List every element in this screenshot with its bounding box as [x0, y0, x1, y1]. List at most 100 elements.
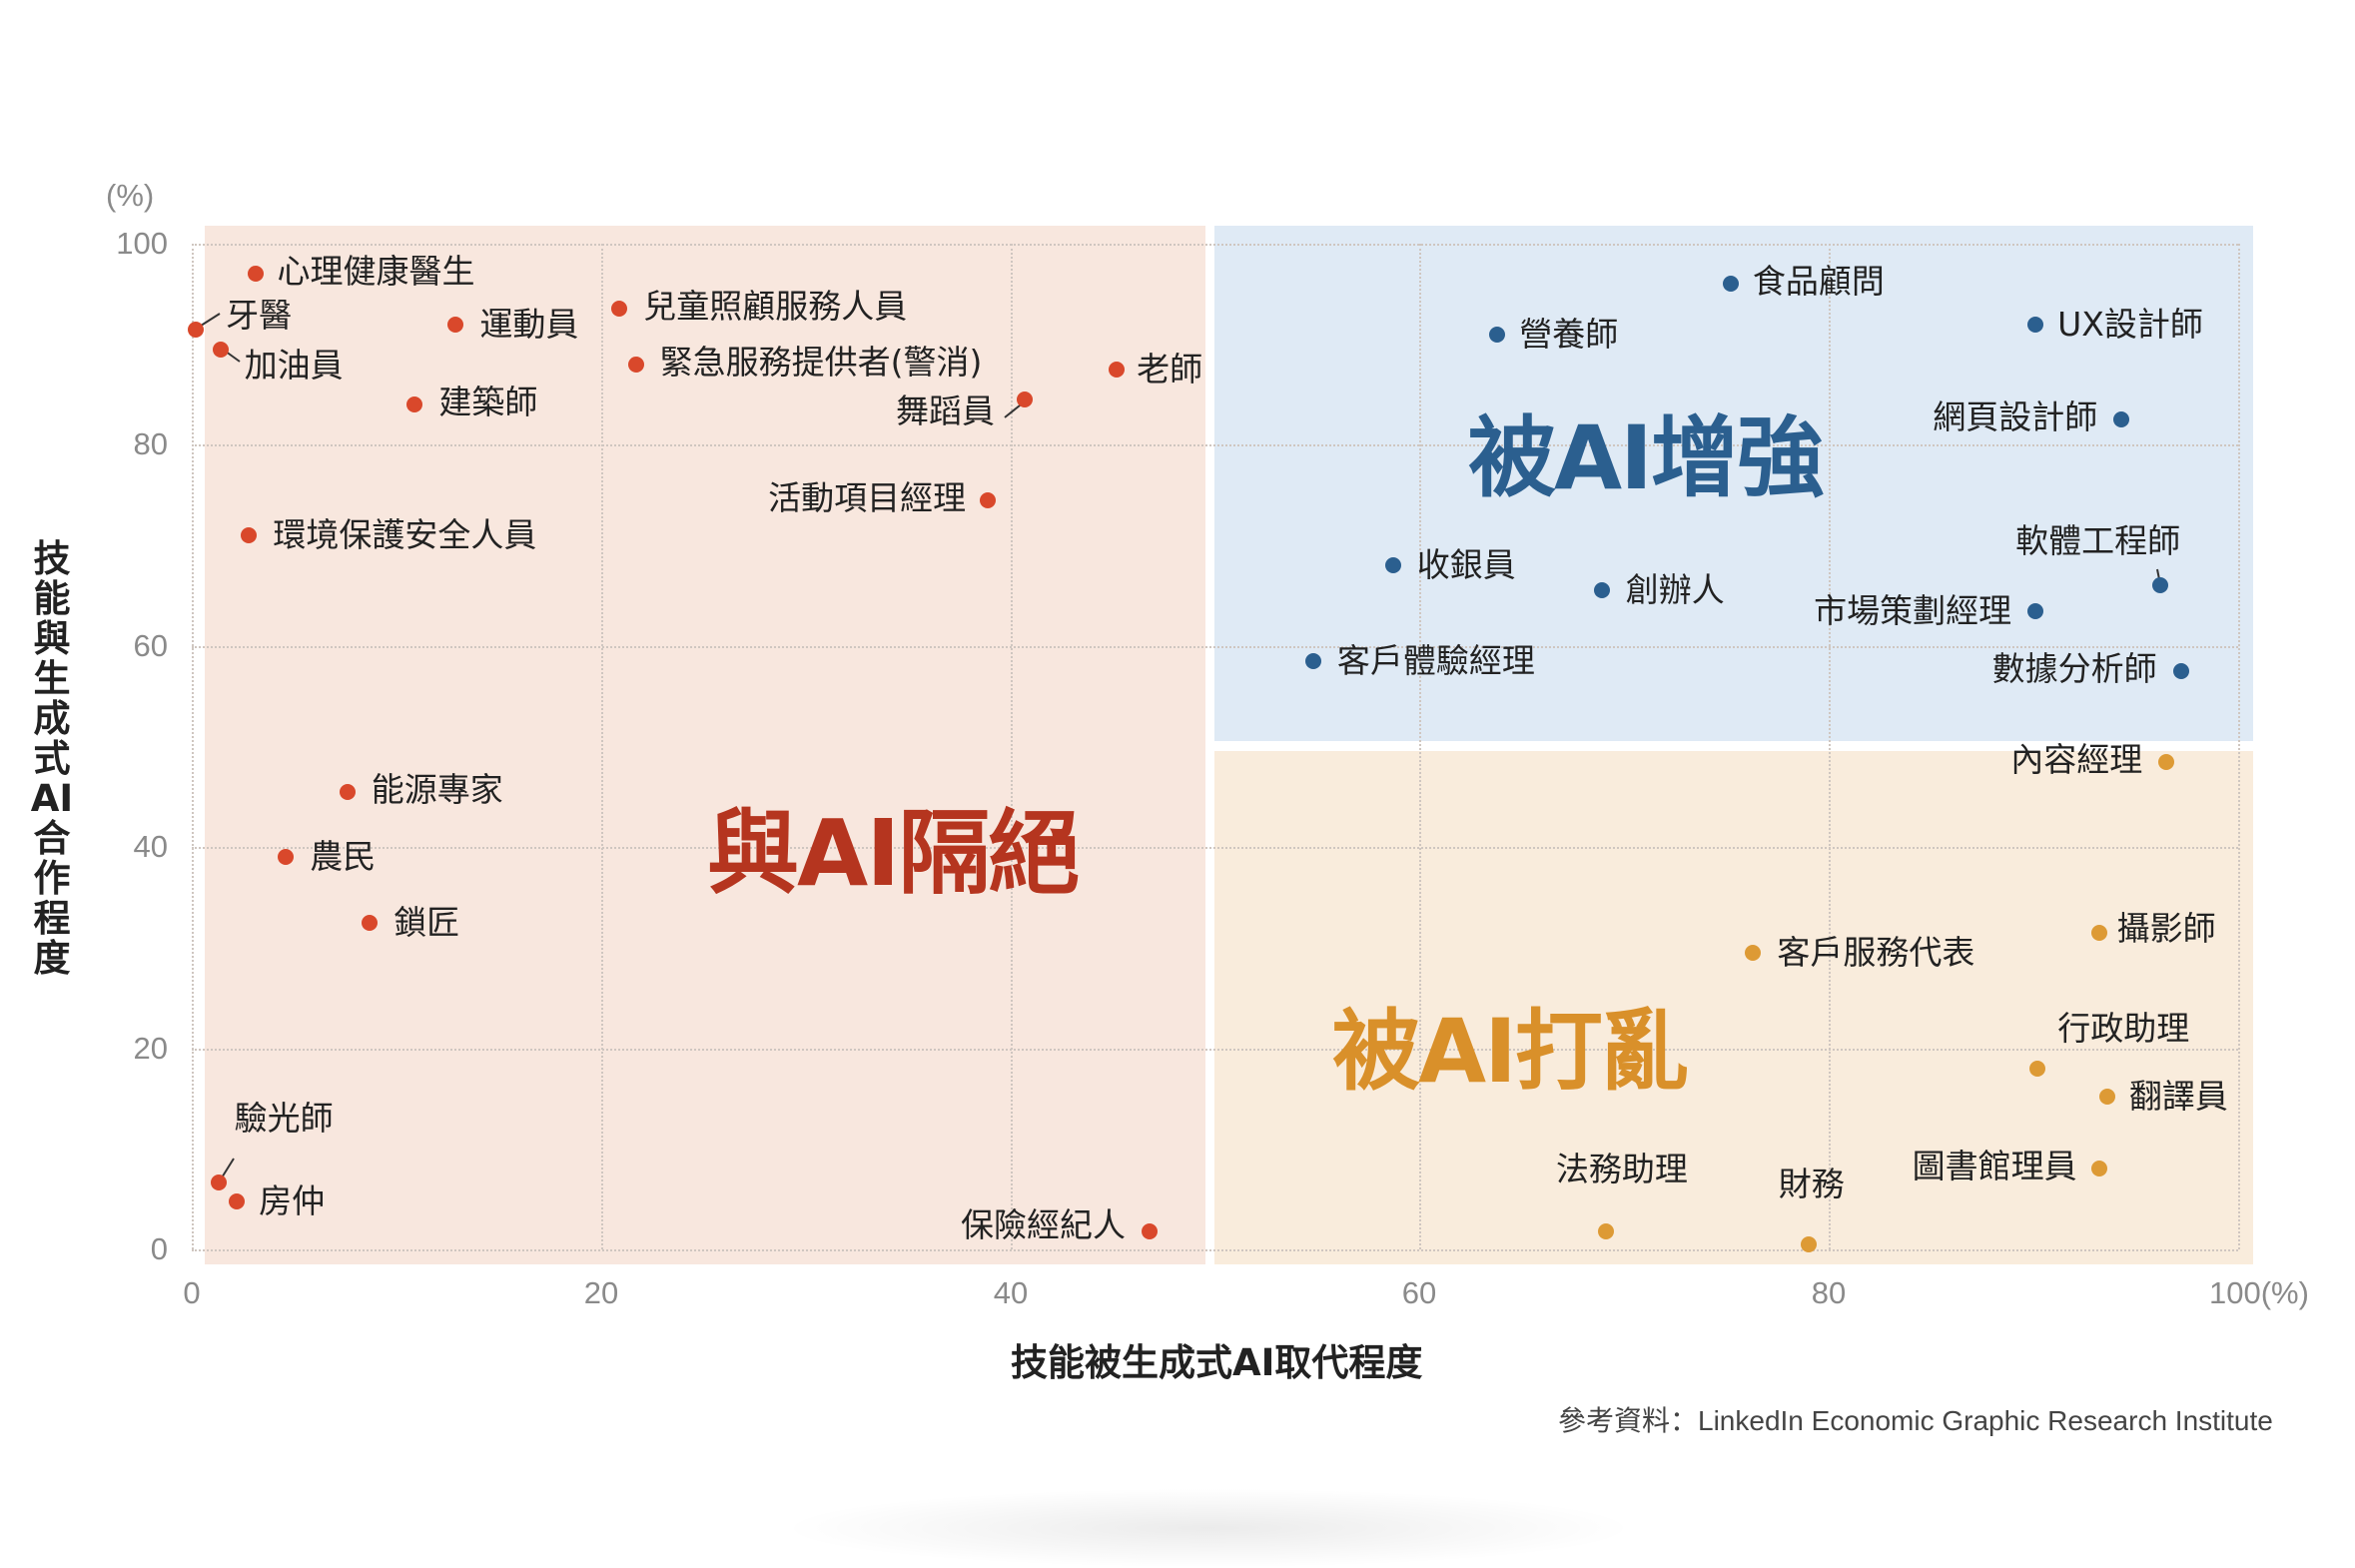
y-axis-label-char: 式 — [33, 737, 71, 780]
data-point-label: 行政助理 — [2057, 1008, 2190, 1048]
data-point-dot[interactable] — [1109, 361, 1126, 378]
data-point-dot[interactable] — [2172, 662, 2189, 679]
data-point-label: 驗光師 — [234, 1098, 334, 1138]
data-point-label: 市場策劃經理 — [1814, 590, 2012, 630]
y-axis-label-char: 生 — [33, 657, 71, 700]
quadrant-enhanced-bg — [1214, 226, 2253, 741]
data-point-dot[interactable] — [2029, 1060, 2046, 1077]
data-point-dot[interactable] — [339, 783, 356, 800]
data-point-dot[interactable] — [2152, 577, 2169, 594]
gridline-horizontal — [192, 244, 2238, 246]
gridline-horizontal — [192, 645, 2238, 648]
data-point-dot[interactable] — [362, 914, 379, 931]
y-axis-label: 技 能 與 生 成 式 AI 合 作 程 度 — [30, 539, 74, 979]
data-point-label: 攝影師 — [2116, 908, 2216, 948]
data-point-label: 食品顧問 — [1752, 262, 1885, 302]
gridline-horizontal — [192, 444, 2238, 447]
data-point-dot[interactable] — [247, 266, 264, 283]
data-point-dot[interactable] — [210, 1174, 227, 1190]
y-axis-label-char: 技 — [33, 537, 71, 580]
data-point-dot[interactable] — [447, 316, 464, 333]
data-point-label: 舞蹈員 — [895, 392, 995, 431]
quadrant-isolated-bg — [205, 226, 1205, 1264]
data-point-dot[interactable] — [2027, 602, 2044, 619]
data-point-dot[interactable] — [1141, 1222, 1158, 1239]
data-point-dot[interactable] — [611, 301, 628, 318]
data-point-dot[interactable] — [1016, 392, 1033, 408]
y-tick-0: 0 — [150, 1231, 168, 1266]
gridline-vertical — [600, 244, 603, 1249]
data-point-label: 活動項目經理 — [768, 477, 967, 517]
data-point-label: 軟體工程師 — [2015, 521, 2181, 561]
data-point-label: UX設計師 — [2057, 304, 2203, 344]
data-point-dot[interactable] — [2090, 1161, 2107, 1177]
data-point-dot[interactable] — [1597, 1222, 1614, 1239]
data-point-label: 鎖匠 — [393, 902, 460, 942]
data-point-label: 兒童照顧服務人員 — [643, 287, 908, 327]
y-axis-label-char: 成 — [33, 697, 71, 740]
data-point-dot[interactable] — [1800, 1235, 1817, 1252]
data-point-label: 老師 — [1137, 349, 1203, 389]
x-axis-label: 技能被生成式AI取代程度 — [1011, 1341, 1423, 1384]
bottom-shadow — [779, 1488, 1638, 1568]
data-point-dot[interactable] — [229, 1192, 246, 1209]
quadrant-title-enhanced: 被AI增強 — [1468, 406, 1825, 509]
source-citation: 參考資料：LinkedIn Economic Graphic Research … — [1558, 1405, 2273, 1436]
data-point-label: 運動員 — [479, 304, 579, 344]
x-tick-100: 100(%) — [2209, 1275, 2309, 1311]
data-point-dot[interactable] — [1745, 944, 1762, 961]
data-point-label: 收銀員 — [1416, 545, 1516, 585]
y-axis-label-char: 程 — [33, 897, 71, 940]
y-axis-label-char: 作 — [33, 857, 71, 900]
y-tick-60: 60 — [133, 628, 168, 663]
x-tick-20: 20 — [583, 1275, 619, 1310]
data-point-dot[interactable] — [1489, 326, 1506, 343]
data-point-dot[interactable] — [2090, 924, 2107, 941]
data-point-dot[interactable] — [241, 527, 258, 544]
data-point-dot[interactable] — [1593, 582, 1610, 599]
x-tick-0: 0 — [183, 1275, 201, 1310]
data-point-label: 客戶服務代表 — [1777, 932, 1975, 972]
data-point-dot[interactable] — [2158, 753, 2175, 770]
data-point-label: 心理健康醫生 — [277, 252, 475, 292]
quadrant-disrupted-bg — [1214, 751, 2253, 1264]
gridline-vertical — [192, 244, 194, 1249]
data-point-dot[interactable] — [188, 321, 205, 338]
data-point-label: 農民 — [310, 837, 377, 877]
y-axis-unit: (%) — [106, 178, 155, 213]
data-point-label: 創辦人 — [1625, 570, 1725, 610]
y-axis-label-char: 度 — [33, 937, 71, 980]
x-tick-60: 60 — [1401, 1275, 1437, 1310]
y-axis-label-char: 合 — [33, 817, 71, 860]
data-point-dot[interactable] — [2027, 316, 2044, 333]
data-point-dot[interactable] — [1304, 652, 1321, 669]
y-axis-label-char: AI — [30, 777, 74, 820]
data-point-label: 翻譯員 — [2128, 1076, 2228, 1116]
data-point-label: 營養師 — [1519, 314, 1619, 354]
gridline-vertical — [1419, 244, 1422, 1249]
data-point-dot[interactable] — [980, 491, 997, 508]
data-point-dot[interactable] — [406, 396, 423, 413]
y-tick-100: 100 — [116, 226, 168, 261]
gridline-vertical — [1010, 244, 1013, 1249]
data-point-label: 圖書館理員 — [1912, 1147, 2077, 1186]
gridline-horizontal — [192, 847, 2238, 850]
data-point-dot[interactable] — [212, 341, 229, 358]
gridline-horizontal — [192, 1048, 2238, 1051]
data-point-label: 法務助理 — [1555, 1149, 1688, 1188]
data-point-dot[interactable] — [1722, 276, 1739, 293]
x-tick-80: 80 — [1811, 1275, 1847, 1310]
data-point-dot[interactable] — [627, 356, 644, 373]
data-point-label: 客戶體驗經理 — [1336, 640, 1535, 680]
data-point-label: 數據分析師 — [1991, 648, 2157, 688]
data-point-label: 財務 — [1778, 1164, 1845, 1203]
data-point-dot[interactable] — [278, 849, 295, 866]
data-point-dot[interactable] — [2098, 1088, 2115, 1105]
data-point-label: 加油員 — [244, 345, 344, 385]
data-point-dot[interactable] — [2113, 411, 2130, 428]
data-point-label: 環境保護安全人員 — [273, 515, 537, 555]
data-point-dot[interactable] — [1384, 557, 1401, 574]
x-tick-100-value: 100 — [2209, 1275, 2261, 1310]
data-point-label: 保險經紀人 — [960, 1204, 1126, 1244]
